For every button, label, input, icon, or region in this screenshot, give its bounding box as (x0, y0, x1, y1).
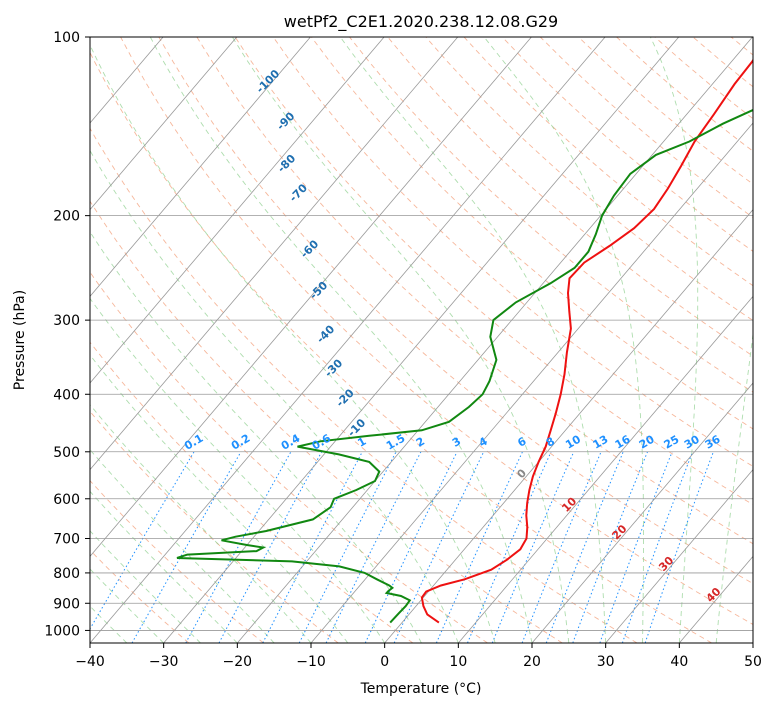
isotherm-line (90, 37, 311, 297)
isotherm-line (90, 37, 606, 643)
x-tick-label: 50 (744, 654, 762, 670)
mixing-ratio-line (185, 451, 292, 643)
dry-adiabat-line (90, 271, 488, 643)
x-tick-label: 40 (670, 654, 688, 670)
x-tick-label: −10 (296, 654, 326, 670)
isotherm-lines (90, 37, 753, 643)
isotherm-line (90, 37, 459, 471)
mixing-ratio-line (621, 451, 694, 643)
x-tick-label: −20 (223, 654, 253, 670)
x-tick-label: 10 (449, 654, 467, 670)
chart-title: wetPf2_C2E1.2020.238.12.08.G29 (284, 12, 558, 32)
isobar-gridlines (90, 37, 753, 631)
temperature-profile-line (420, 58, 753, 624)
y-tick-label: 800 (53, 566, 80, 582)
mixing-ratio-line (467, 451, 552, 643)
dry-adiabat-line (90, 549, 190, 643)
mixing-ratio-line (644, 451, 714, 643)
isotherm-line (90, 37, 532, 557)
moist-adiabat-line (90, 448, 275, 643)
x-tick-label: 0 (380, 654, 389, 670)
dry-adiabat-line (90, 479, 264, 643)
y-tick-label: 700 (53, 532, 80, 548)
moist-adiabat-line (149, 37, 533, 643)
mixing-ratio-line (599, 451, 673, 643)
moist-adiabat-line (339, 37, 607, 643)
dry-adiabat-line (311, 37, 753, 430)
mixing-ratio-line (218, 451, 323, 643)
y-tick-label: 200 (53, 209, 80, 225)
moist-adiabat-lines (90, 37, 753, 643)
mixing-ratio-line (325, 451, 422, 643)
dry-adiabat-line (120, 37, 753, 625)
x-tick-label: 30 (597, 654, 615, 670)
x-tick-label: −30 (149, 654, 179, 670)
dry-adiabat-line (387, 37, 753, 357)
x-tick-label: −40 (75, 654, 105, 670)
mixing-ratio-line (545, 451, 624, 643)
isotherm-line (531, 382, 753, 643)
sounding-profiles (176, 58, 753, 624)
moist-adiabat-line (90, 354, 349, 643)
dry-adiabat-line (425, 37, 753, 322)
y-tick-label: 100 (53, 30, 80, 46)
x-axis: −40 −30 −20 −10 0 10 20 30 40 50 (75, 643, 762, 670)
y-tick-label: 1000 (44, 623, 80, 639)
dry-adiabat-line (234, 37, 753, 506)
x-tick-label: 20 (523, 654, 541, 670)
plot-area: -100-90-80-70-60-50-40-30-20-100.1 0.2 0.4… (90, 37, 753, 643)
dry-adiabat-line (90, 200, 563, 643)
isotherm-line (90, 37, 385, 384)
y-tick-label: 500 (53, 445, 80, 461)
plot-frame (89, 36, 754, 644)
isotherm-line (384, 209, 753, 643)
y-axis-label: Pressure (hPa) (12, 290, 28, 390)
moist-adiabat-line (649, 37, 699, 643)
mixing-ratio-line (572, 451, 648, 643)
isotherm-line (90, 37, 238, 211)
moist-adiabat-line (715, 330, 753, 643)
dry-adiabat-line (90, 51, 712, 643)
y-axis: 100 200 300 400 500 600 700 800 900 1000 (44, 30, 90, 639)
moist-adiabat-line (90, 231, 422, 643)
dry-adiabat-line (158, 37, 753, 585)
dry-adiabat-line (90, 410, 339, 643)
y-tick-label: 900 (53, 596, 80, 612)
isotherm-line (458, 295, 753, 643)
dewpoint-profile-line (176, 108, 753, 624)
y-tick-label: 300 (53, 313, 80, 329)
x-axis-label: Temperature (°C) (360, 681, 482, 697)
isotherm-line (163, 37, 680, 643)
mixing-ratio-line (521, 451, 602, 643)
moist-adiabat-line (90, 43, 496, 643)
moist-adiabat-line (231, 37, 570, 643)
y-tick-label: 400 (53, 387, 80, 403)
isotherm-line (237, 37, 753, 643)
isotherm-line (605, 469, 753, 643)
moist-adiabat-line (483, 37, 644, 643)
y-tick-label: 600 (53, 492, 80, 508)
dry-adiabat-line (90, 127, 638, 643)
